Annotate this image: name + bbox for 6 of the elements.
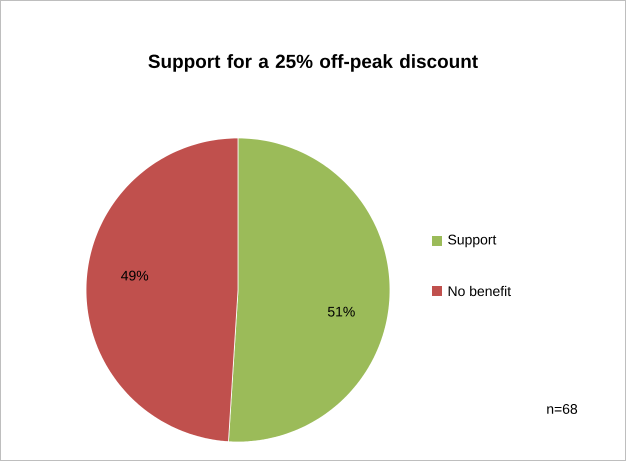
legend-label: No benefit: [448, 286, 511, 296]
data-label: 51%: [328, 306, 355, 317]
chart-title: Support for a 25% off-peak discount: [148, 54, 478, 72]
legend-label: Support: [448, 234, 496, 248]
data-label: 49%: [121, 270, 148, 281]
text: n=68: [547, 404, 578, 414]
